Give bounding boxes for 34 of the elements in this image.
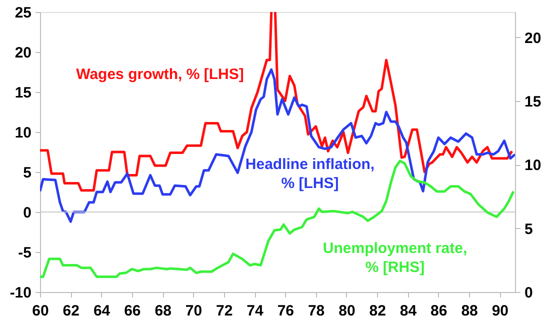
y-tick-label: -10 [10, 284, 32, 302]
series-label: Headline inflation, % [LHS] [245, 156, 375, 192]
y-tick-label: 15 [14, 84, 32, 102]
line-series [40, 160, 515, 278]
x-tick-label: 64 [93, 302, 111, 320]
series-label: Unemployment rate, % [RHS] [322, 240, 468, 276]
x-tick-label: 80 [338, 302, 356, 320]
x-tick-label: 72 [216, 302, 233, 320]
x-tick-label: 88 [461, 302, 478, 320]
y2-tick-label: 10 [524, 157, 542, 174]
y2-tick-label: 15 [524, 94, 542, 111]
x-tick-label: 68 [154, 302, 172, 320]
x-tick-label: 90 [492, 302, 509, 320]
y-tick-label: 5 [23, 164, 32, 182]
x-tick-label: 86 [430, 302, 448, 320]
series-label: Wages growth, % [LHS] [76, 66, 244, 83]
x-tick-label: 62 [62, 302, 80, 320]
x-tick-label: 82 [369, 302, 386, 320]
x-tick-label: 60 [32, 302, 49, 320]
y-tick-label: 25 [14, 4, 32, 22]
x-tick-label: 78 [308, 302, 325, 320]
x-tick-label: 66 [124, 302, 141, 320]
y-tick-label: 20 [14, 44, 32, 62]
y2-tick-label: 0 [524, 284, 533, 302]
y-tick-label: 0 [23, 204, 32, 222]
y2-tick-label: 20 [524, 30, 542, 47]
line-series [40, 68, 515, 223]
y-tick-label: 10 [14, 124, 32, 142]
y-tick-label: -5 [18, 244, 32, 262]
x-tick-label: 76 [277, 302, 294, 320]
x-tick-label: 84 [400, 302, 418, 320]
x-tick-label: 70 [185, 302, 202, 320]
y2-tick-label: 5 [524, 220, 533, 238]
x-tick-label: 74 [246, 302, 264, 320]
